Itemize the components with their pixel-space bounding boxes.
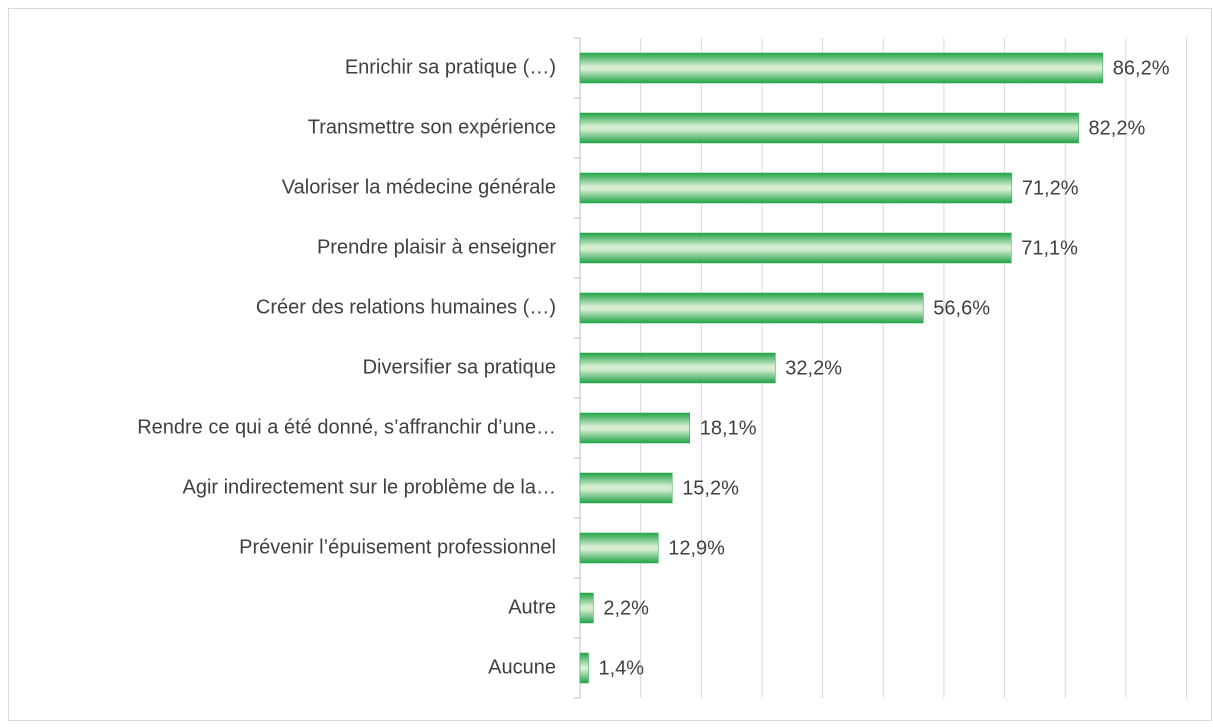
bar — [579, 412, 691, 444]
bar — [579, 532, 659, 564]
category-label: Enrichir sa pratique (…) — [345, 56, 556, 78]
value-label: 1,4% — [598, 657, 644, 679]
bar — [579, 352, 776, 384]
category-label: Créer des relations humaines (…) — [256, 296, 556, 318]
category-label: Rendre ce qui a été donné, s’affranchir … — [137, 416, 556, 438]
value-label: 15,2% — [682, 477, 739, 499]
category-label: Transmettre son expérience — [308, 116, 556, 138]
value-label: 56,6% — [933, 297, 990, 319]
chart-border — [8, 8, 1212, 721]
category-label: Diversifier sa pratique — [363, 356, 556, 378]
bar — [579, 52, 1104, 84]
value-label: 18,1% — [700, 417, 757, 439]
category-label: Prendre plaisir à enseigner — [317, 236, 556, 258]
category-label: Valoriser la médecine générale — [282, 176, 556, 198]
value-label: 71,1% — [1021, 237, 1078, 259]
category-label: Agir indirectement sur le problème de la… — [182, 476, 556, 498]
value-label: 32,2% — [785, 357, 842, 379]
bar — [579, 232, 1012, 264]
bar — [579, 172, 1013, 204]
value-label: 82,2% — [1089, 117, 1146, 139]
bar — [579, 292, 924, 324]
value-label: 86,2% — [1113, 57, 1170, 79]
bar — [579, 652, 589, 684]
category-label: Prévenir l’épuisement professionnel — [239, 536, 556, 558]
value-label: 2,2% — [603, 597, 649, 619]
category-label: Aucune — [488, 656, 556, 678]
value-label: 12,9% — [668, 537, 725, 559]
category-label: Autre — [508, 596, 556, 618]
value-label: 71,2% — [1022, 177, 1079, 199]
bar — [579, 112, 1079, 144]
bar — [579, 472, 673, 504]
bar — [579, 592, 594, 624]
